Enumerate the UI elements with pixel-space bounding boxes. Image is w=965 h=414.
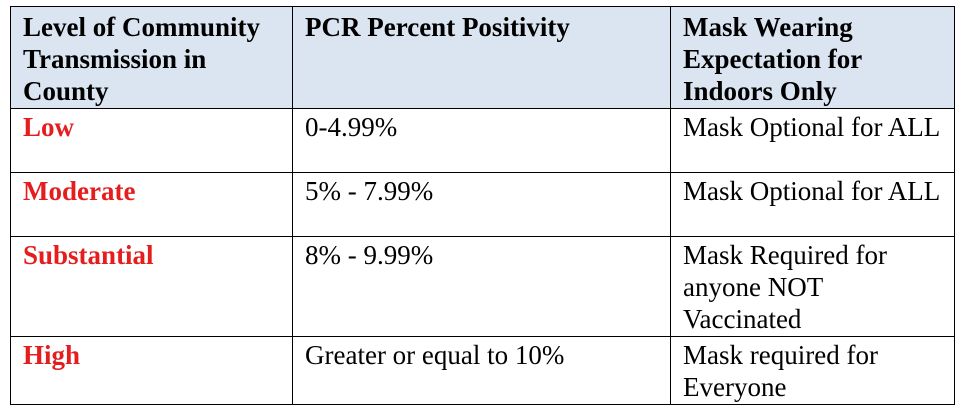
table-row: Low 0-4.99% Mask Optional for ALL — [10, 108, 955, 173]
level-cell: Moderate — [10, 172, 293, 237]
header-pcr-positivity: PCR Percent Positivity — [292, 6, 671, 109]
table-row: Substantial 8% - 9.99% Mask Required for… — [10, 236, 955, 337]
header-row: Level of Community Transmission in Count… — [10, 6, 955, 109]
level-cell: Low — [10, 108, 293, 173]
positivity-cell: 5% - 7.99% — [292, 172, 671, 237]
expectation-cell: Mask required for Everyone — [670, 336, 955, 405]
positivity-cell: 8% - 9.99% — [292, 236, 671, 337]
positivity-cell: Greater or equal to 10% — [292, 336, 671, 405]
expectation-cell: Mask Required for anyone NOT Vaccinated — [670, 236, 955, 337]
table-row: Moderate 5% - 7.99% Mask Optional for AL… — [10, 172, 955, 237]
table-row: High Greater or equal to 10% Mask requir… — [10, 336, 955, 405]
expectation-cell: Mask Optional for ALL — [670, 108, 955, 173]
level-cell: Substantial — [10, 236, 293, 337]
positivity-cell: 0-4.99% — [292, 108, 671, 173]
level-cell: High — [10, 336, 293, 405]
expectation-cell: Mask Optional for ALL — [670, 172, 955, 237]
header-transmission-level: Level of Community Transmission in Count… — [10, 6, 293, 109]
mask-guidance-table: Level of Community Transmission in Count… — [10, 6, 955, 405]
header-mask-expectation: Mask Wearing Expectation for Indoors Onl… — [670, 6, 955, 109]
